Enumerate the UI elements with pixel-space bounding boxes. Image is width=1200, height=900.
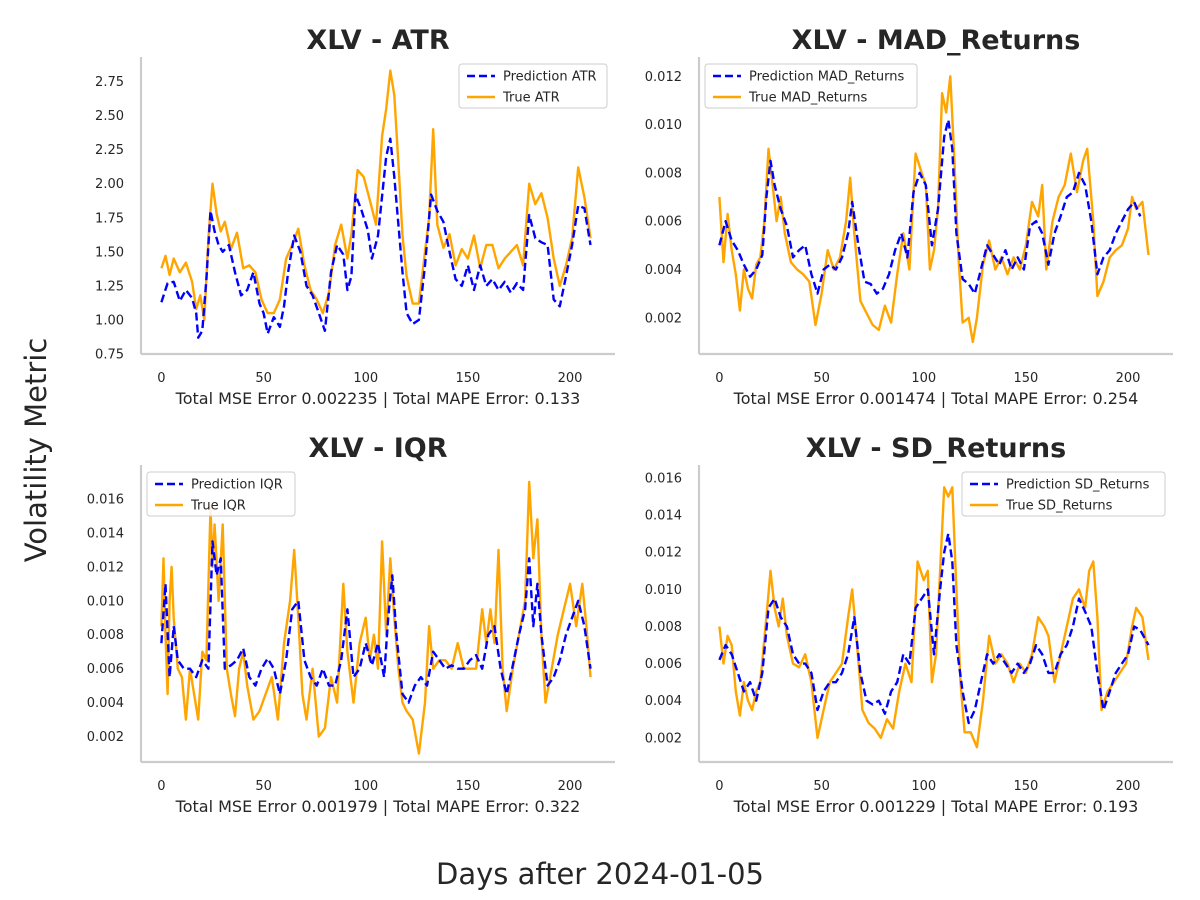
legend: Prediction IQR True IQR [146,471,296,517]
y-tick-label: 1.50 [95,245,124,260]
legend-label-true: True SD_Returns [1005,499,1113,514]
y-tick-label: 0.012 [645,546,682,561]
panel-xlabel-sd-returns: Total MSE Error 0.001229 | Total MAPE Er… [733,797,1139,816]
y-tick-label: 0.016 [645,471,682,486]
y-tick-label: 0.004 [87,696,124,711]
y-tick-label: 0.010 [87,594,124,609]
y-tick-label: 0.012 [87,560,124,575]
panel-xlabel-atr: Total MSE Error 0.002235 | Total MAPE Er… [175,389,581,408]
x-tick-label: 200 [1116,371,1141,386]
legend: Prediction MAD_Returns True MAD_Returns [704,63,918,109]
x-tick-label: 100 [911,371,936,386]
x-tick-label: 200 [1116,779,1141,794]
y-tick-label: 2.75 [95,75,124,90]
x-tick-label: 150 [455,371,480,386]
series-prediction-line [718,532,1150,725]
y-tick-label: 0.002 [645,311,682,326]
y-tick-label: 0.002 [87,730,124,745]
y-tick-label: 1.75 [95,211,124,226]
y-tick-label: 0.006 [645,657,682,672]
y-tick-label: 0.014 [87,526,124,541]
x-tick-label: 150 [1013,371,1038,386]
y-tick-label: 0.75 [95,348,124,363]
x-tick-label: 150 [1013,779,1038,794]
series-true-line [160,480,592,755]
panel-iqr: XLV - IQR 0 50 100 150 200 0.002 0.004 0.006 0.00… [87,433,615,816]
panel-title-sd-returns: XLV - SD_Returns [806,433,1066,464]
y-tick-label: 2.50 [95,109,124,124]
x-tick-label: 50 [255,371,272,386]
y-tick-label: 0.008 [645,166,682,181]
y-tick-label: 2.25 [95,143,124,158]
x-tick-label: 0 [157,371,165,386]
legend-box [961,471,1166,517]
legend-label-prediction: Prediction ATR [503,70,597,85]
y-tick-label: 2.00 [95,177,124,192]
x-tick-label: 50 [813,371,830,386]
legend: Prediction ATR True ATR [458,63,608,109]
legend: Prediction SD_Returns True SD_Returns [961,471,1166,517]
y-tick-label: 0.010 [645,118,682,133]
legend-label-true: True IQR [190,499,246,514]
panel-mad-returns: XLV - MAD_Returns 0 50 100 150 200 0.002 0.004 0… [645,25,1173,408]
panel-xlabel-mad-returns: Total MSE Error 0.001474 | Total MAPE Er… [733,389,1139,408]
legend-label-true: True MAD_Returns [748,91,868,106]
panel-title-iqr: XLV - IQR [309,433,448,464]
legend-box [704,63,918,109]
legend-label-prediction: Prediction IQR [191,478,283,493]
legend-box [146,471,296,517]
y-tick-label: 0.014 [645,509,682,524]
figure-xlabel: Days after 2024-01-05 [436,857,764,891]
y-tick-label: 0.016 [87,492,124,507]
y-tick-label: 1.00 [95,313,124,328]
panel-sd-returns: XLV - SD_Returns 0 50 100 150 200 0.002 0.004 0.… [645,433,1173,816]
y-tick-label: 0.002 [645,731,682,746]
series-true-line [718,75,1150,344]
series-true-line [160,69,592,322]
panel-atr: XLV - ATR 0 50 100 150 200 0.75 1.00 1.25 1.50 1.7… [95,25,615,408]
panel-title-atr: XLV - ATR [306,25,449,56]
panel-title-mad-returns: XLV - MAD_Returns [792,25,1081,56]
x-tick-label: 100 [353,371,378,386]
legend-label-true: True ATR [502,91,560,106]
panel-xlabel-iqr: Total MSE Error 0.001979 | Total MAPE Er… [175,797,581,816]
series-true-line [718,486,1150,749]
y-tick-label: 0.006 [87,662,124,677]
y-tick-label: 0.008 [87,628,124,643]
y-tick-label: 0.012 [645,70,682,85]
x-tick-label: 100 [911,779,936,794]
y-tick-label: 1.25 [95,279,124,294]
x-tick-label: 0 [157,779,165,794]
legend-label-prediction: Prediction SD_Returns [1006,478,1150,493]
x-tick-label: 50 [255,779,272,794]
x-tick-label: 0 [715,779,723,794]
x-tick-label: 100 [353,779,378,794]
y-tick-label: 0.004 [645,263,682,278]
y-tick-label: 0.010 [645,583,682,598]
x-tick-label: 50 [813,779,830,794]
y-tick-label: 0.004 [645,694,682,709]
x-tick-label: 0 [715,371,723,386]
x-tick-label: 200 [558,779,583,794]
x-tick-label: 200 [558,371,583,386]
series-prediction-line [160,137,592,339]
y-tick-label: 0.006 [645,215,682,230]
legend-box [458,63,608,109]
series-prediction-line [718,118,1142,295]
figure-ylabel: Volatility Metric [19,338,53,563]
legend-label-prediction: Prediction MAD_Returns [749,70,904,85]
y-tick-label: 0.008 [645,620,682,635]
x-tick-label: 150 [455,779,480,794]
